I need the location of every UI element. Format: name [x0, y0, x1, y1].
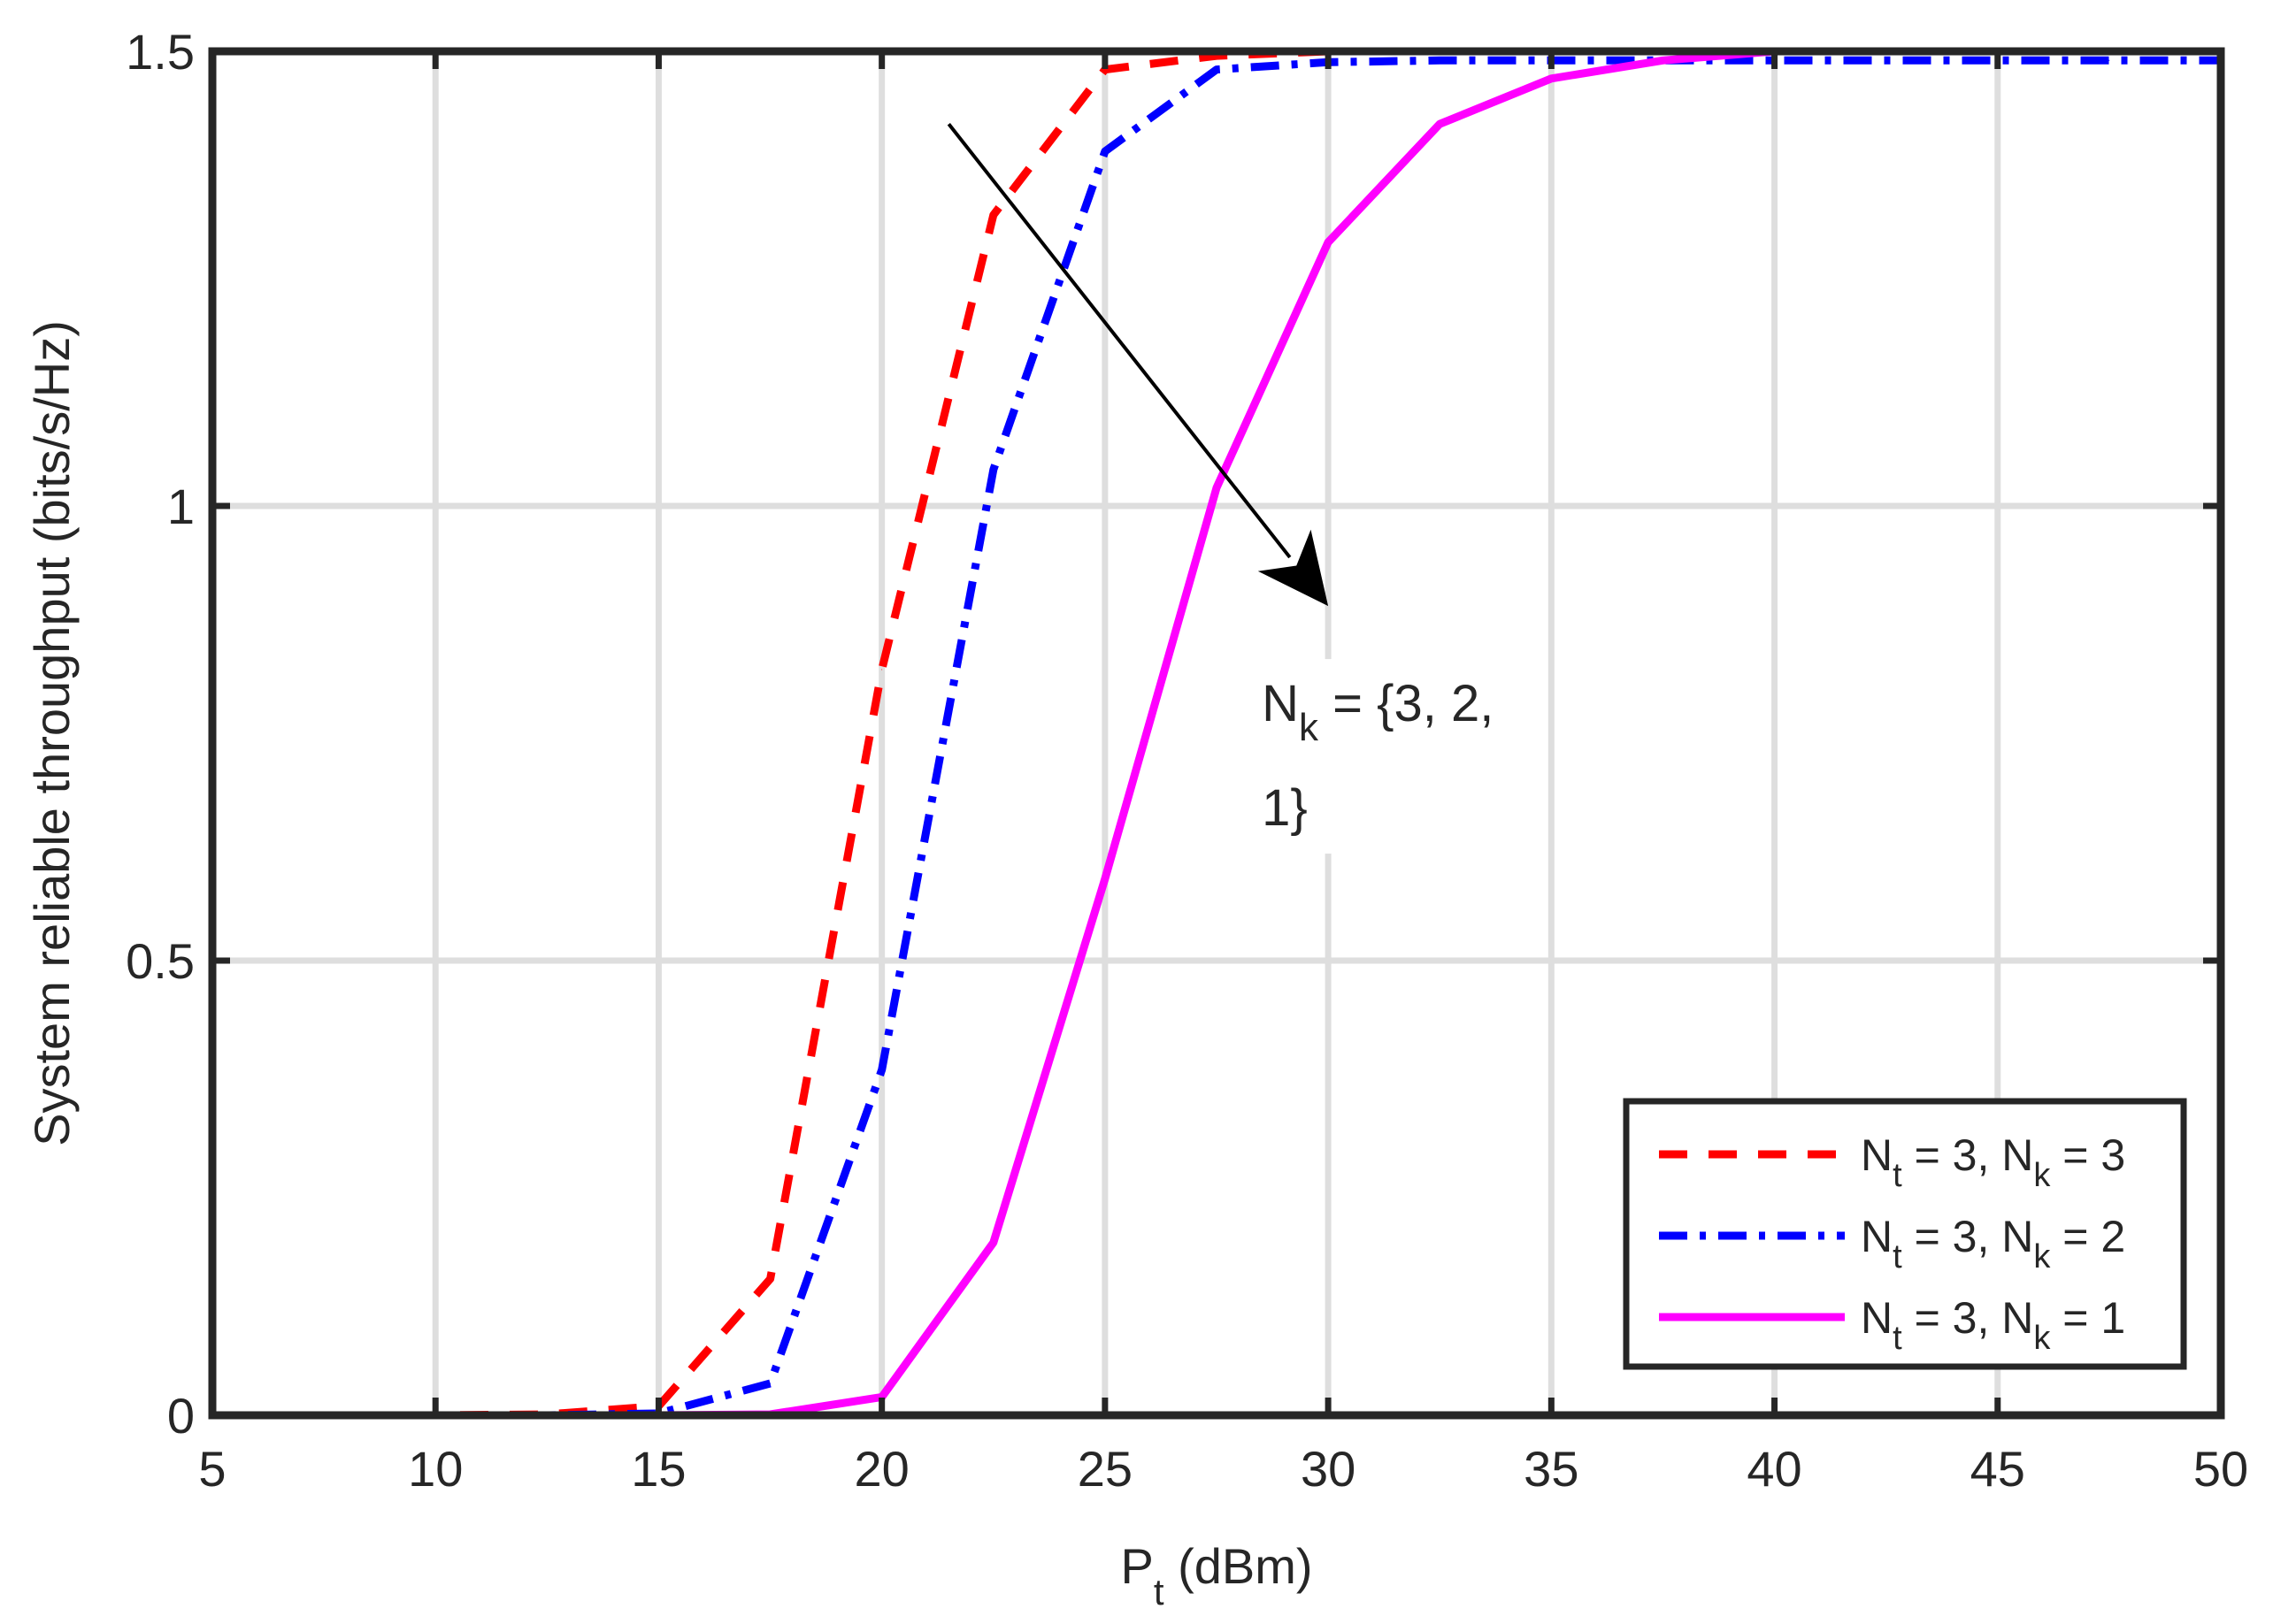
- x-tick-label: 40: [1747, 1441, 1801, 1497]
- annotation-arrow-line: [947, 123, 1292, 559]
- series-1-point: [770, 1278, 772, 1280]
- series-3-point: [1327, 241, 1329, 243]
- legend-sub: t: [1893, 1157, 1902, 1194]
- y-tick-label: 1: [167, 479, 195, 534]
- x-tick-label: 50: [2193, 1441, 2248, 1497]
- annotation-arrowhead: [1257, 529, 1329, 607]
- y-tick-label: 1.5: [126, 24, 195, 80]
- annotation-n: N: [1262, 675, 1299, 732]
- x-axis-label: Pt (dBm): [1120, 1538, 1312, 1613]
- legend-label-2: Nt = 3, Nk = 2: [1861, 1212, 2125, 1275]
- tick-labels: 5 10 15 20 25 30 35 40 45 50 0 0.5 1 1.5: [126, 24, 2248, 1497]
- series-1-point: [993, 214, 994, 216]
- legend-part: N: [1861, 1130, 1893, 1180]
- annotation-line-2: 1}: [1262, 779, 1308, 837]
- x-tick-label: 25: [1078, 1441, 1133, 1497]
- series-2-point: [993, 469, 994, 471]
- legend-part: = 3, N: [1902, 1293, 2034, 1343]
- legend-label-1: Nt = 3, Nk = 3: [1861, 1130, 2125, 1194]
- series-2-point: [770, 1383, 772, 1384]
- legend-part: N: [1861, 1212, 1893, 1261]
- y-tick-label: 0: [167, 1388, 195, 1444]
- x-axis-label-main: P: [1120, 1538, 1153, 1594]
- x-axis-label-sub: t: [1154, 1571, 1164, 1613]
- series-3-point: [881, 1396, 883, 1398]
- legend-label-3: Nt = 3, Nk = 1: [1861, 1293, 2125, 1357]
- y-tick-label: 0.5: [126, 933, 195, 989]
- x-tick-label: 35: [1524, 1441, 1578, 1497]
- annotation-line-1: Nk = {3, 2,: [1262, 675, 1494, 749]
- legend: Nt = 3, Nk = 3Nt = 3, Nk = 2Nt = 3, Nk =…: [1623, 1098, 2187, 1370]
- legend-part: = 2: [2050, 1212, 2125, 1261]
- x-tick-label: 20: [855, 1441, 910, 1497]
- annotation-sub: k: [1299, 706, 1319, 749]
- legend-sub: k: [2033, 1157, 2051, 1194]
- series-3-point: [1104, 877, 1106, 879]
- legend-part: = 3, N: [1902, 1212, 2034, 1261]
- series-2-point: [881, 1069, 883, 1070]
- legend-part: = 3, N: [1902, 1130, 2034, 1180]
- annotation: Nk = {3, 2,1}: [947, 123, 1509, 854]
- legend-sub: t: [1893, 1320, 1902, 1357]
- axis-ticks: [209, 48, 2224, 1419]
- legend-part: = 3: [2050, 1130, 2125, 1180]
- x-tick-label: 30: [1301, 1441, 1355, 1497]
- x-axis-label-unit: (dBm): [1164, 1538, 1313, 1594]
- x-tick-label: 15: [631, 1441, 686, 1497]
- legend-part: N: [1861, 1293, 1893, 1343]
- axes-frame: [208, 47, 2225, 1420]
- series-2-point: [2108, 59, 2110, 61]
- series-1-point: [1104, 69, 1106, 71]
- annotation-values: = {3, 2,: [1318, 675, 1494, 732]
- x-tick-label: 10: [408, 1441, 463, 1497]
- legend-sub: k: [2033, 1320, 2051, 1357]
- series-2-point: [1104, 150, 1106, 152]
- annotation-background: [1251, 659, 1509, 854]
- series-2-point: [1885, 59, 1887, 61]
- series-3-point: [1550, 78, 1552, 80]
- y-axis-label: System reliable throughput (bits/s/Hz): [24, 320, 80, 1146]
- legend-sub: t: [1893, 1238, 1902, 1275]
- series-3-point: [993, 1242, 994, 1244]
- legend-sub: k: [2033, 1238, 2051, 1275]
- x-tick-label: 5: [198, 1441, 226, 1497]
- legend-part: = 1: [2050, 1293, 2125, 1343]
- x-tick-label: 45: [1970, 1441, 2025, 1497]
